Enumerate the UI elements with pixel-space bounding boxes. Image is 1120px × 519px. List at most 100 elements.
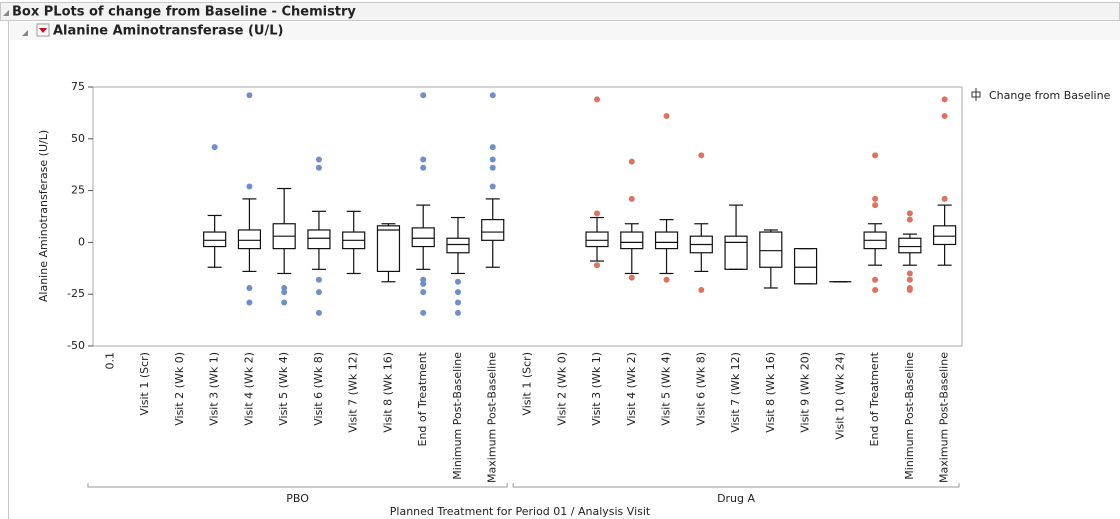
outlier	[420, 309, 427, 316]
outlier	[872, 276, 879, 283]
outlier	[246, 284, 253, 291]
outlier	[315, 164, 322, 171]
outlier	[628, 195, 635, 202]
disclosure-icon[interactable]	[3, 10, 9, 16]
outlier	[663, 276, 670, 283]
x-tick-label: Visit 9 (Wk 20)	[799, 352, 812, 433]
outlier	[454, 278, 461, 285]
x-tick-label: Visit 8 (Wk 16)	[381, 352, 394, 433]
outlier	[454, 309, 461, 316]
outlier	[872, 287, 879, 294]
box	[237, 229, 262, 250]
outlier	[906, 276, 913, 283]
outlier	[872, 202, 879, 209]
legend-label: Change from Baseline	[989, 89, 1111, 102]
outlier	[941, 96, 948, 103]
outlier	[315, 156, 322, 163]
outlier	[489, 92, 496, 99]
outlier	[594, 210, 601, 217]
x-tick-label: Visit 5 (Wk 4)	[660, 352, 673, 426]
outlier	[420, 164, 427, 171]
x-tick-label: Visit 8 (Wk 16)	[764, 352, 777, 433]
y-tick-label: 50	[71, 132, 85, 145]
x-tick-label: Visit 6 (Wk 8)	[312, 352, 325, 426]
outlier	[246, 299, 253, 306]
outlier	[628, 158, 635, 165]
x-tick-label: Minimum Post-Baseline	[451, 352, 464, 480]
y-axis-title: Alanine Aminotransferase (U/L)	[37, 130, 50, 302]
outlier	[698, 287, 705, 294]
outlier	[489, 164, 496, 171]
box	[620, 231, 644, 250]
outlier	[872, 195, 879, 202]
group-label: Drug A	[717, 492, 755, 505]
outlier	[420, 156, 427, 163]
box	[898, 237, 922, 254]
outlier	[941, 113, 948, 120]
box	[411, 227, 435, 248]
outlier	[594, 96, 601, 103]
outlier	[420, 92, 427, 99]
outlier	[454, 289, 461, 296]
group-bracket	[512, 483, 960, 488]
x-tick-label: End of Treatment	[416, 351, 429, 446]
x-tick-label: Maximum Post-Baseline	[486, 352, 499, 483]
outlier	[906, 216, 913, 223]
x-tick-label: Visit 7 (Wk 12)	[729, 352, 742, 433]
box	[307, 229, 331, 250]
y-tick-label: 0	[78, 235, 85, 248]
outlier	[663, 113, 670, 120]
box	[481, 219, 505, 241]
y-tick-label: -50	[67, 339, 85, 352]
outlier	[698, 152, 705, 159]
x-tick-label: Visit 2 (Wk 0)	[173, 352, 186, 426]
outlier	[246, 183, 253, 190]
outlier	[489, 144, 496, 151]
y-tick-label: 25	[71, 184, 85, 197]
box	[203, 231, 227, 248]
x-tick-label: Visit 6 (Wk 8)	[694, 352, 707, 426]
x-tick-label: Visit 10 (Wk 24)	[833, 352, 846, 440]
outlier	[941, 195, 948, 202]
outlier	[420, 280, 427, 287]
legend: Change from Baseline	[971, 88, 1111, 102]
x-tick-label: Maximum Post-Baseline	[938, 352, 951, 483]
x-tick-label: Visit 5 (Wk 4)	[277, 352, 290, 426]
x-tick-label: Visit 4 (Wk 2)	[242, 352, 255, 426]
report-title: Box PLots of change from Baseline - Chem…	[12, 5, 356, 20]
red-triangle[interactable]	[39, 28, 47, 33]
x-tick-label: Visit 7 (Wk 12)	[347, 352, 360, 433]
y-tick-label: 75	[71, 80, 85, 93]
outlier	[489, 156, 496, 163]
box	[376, 225, 401, 273]
outlier	[906, 287, 913, 294]
x-tick-label: Visit 4 (Wk 2)	[625, 352, 638, 426]
outlier	[281, 289, 288, 296]
outlier	[420, 276, 427, 283]
group-bracket	[87, 483, 508, 488]
box	[585, 231, 609, 248]
outlier	[872, 152, 879, 159]
outlier	[628, 274, 635, 281]
x-tick-label: Visit 1 (Scr)	[521, 352, 534, 416]
box	[933, 225, 957, 246]
outlier	[906, 270, 913, 277]
outlier	[246, 92, 253, 99]
outlier	[315, 276, 322, 283]
y-tick-label: -25	[67, 287, 85, 300]
outlier	[906, 210, 913, 217]
x-tick-label: Visit 3 (Wk 1)	[208, 352, 221, 426]
x-tick-label: Visit 1 (Scr)	[138, 352, 151, 416]
x-tick-label: End of Treatment	[868, 351, 881, 446]
report-subtitle: Alanine Aminotransferase (U/L)	[53, 24, 283, 39]
box	[793, 248, 818, 285]
box	[446, 237, 470, 254]
box	[654, 231, 679, 250]
x-axis-title: Planned Treatment for Period 01 / Analys…	[390, 505, 651, 518]
disclosure-icon[interactable]	[22, 30, 28, 36]
box	[724, 235, 748, 270]
outlier	[594, 262, 601, 269]
outlier	[315, 289, 322, 296]
